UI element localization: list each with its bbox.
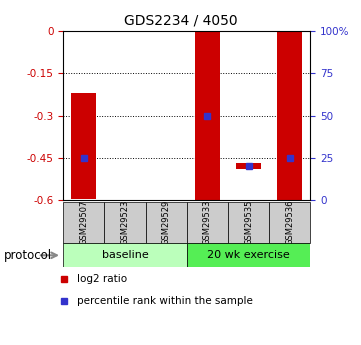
- Bar: [154, 199, 179, 200]
- Text: GSM29533: GSM29533: [203, 200, 212, 245]
- Bar: [63, 202, 104, 243]
- Text: GSM29535: GSM29535: [244, 200, 253, 245]
- Bar: [269, 202, 310, 243]
- Bar: [104, 202, 145, 243]
- Text: log2 ratio: log2 ratio: [77, 275, 127, 284]
- Bar: [187, 202, 228, 243]
- Text: 20 wk exercise: 20 wk exercise: [207, 250, 290, 260]
- Text: protocol: protocol: [4, 249, 52, 262]
- Bar: [195, 31, 220, 200]
- Text: GSM29523: GSM29523: [121, 200, 130, 245]
- Text: GSM29529: GSM29529: [162, 200, 171, 245]
- Text: baseline: baseline: [101, 250, 148, 260]
- Text: GSM29536: GSM29536: [285, 200, 294, 245]
- Bar: [63, 243, 187, 267]
- Text: GSM29507: GSM29507: [79, 200, 88, 245]
- Bar: [71, 93, 96, 199]
- Bar: [236, 164, 261, 169]
- Bar: [187, 243, 310, 267]
- Bar: [278, 31, 302, 200]
- Bar: [113, 199, 137, 200]
- Text: GDS2234 / 4050: GDS2234 / 4050: [124, 14, 237, 28]
- Bar: [228, 202, 269, 243]
- Bar: [145, 202, 187, 243]
- Text: percentile rank within the sample: percentile rank within the sample: [77, 296, 253, 306]
